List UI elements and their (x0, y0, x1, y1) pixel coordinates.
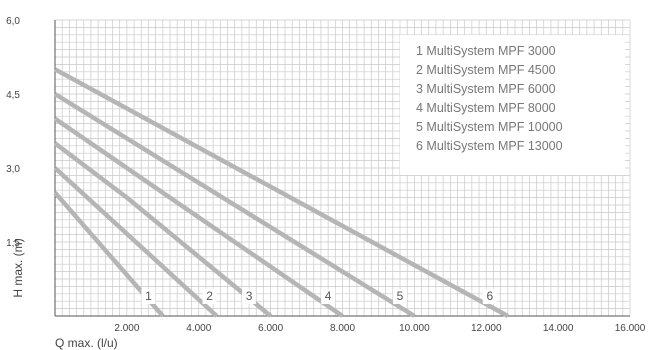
legend-entry: 5 MultiSystem MPF 10000 (416, 120, 563, 134)
legend-entry: 6 MultiSystem MPF 13000 (416, 139, 563, 153)
curves: 1 2 3 4 5 6 (53, 67, 509, 318)
curve-2 (53, 166, 219, 318)
y-tick-label: 4,5 (6, 90, 20, 101)
legend-entry: 2 MultiSystem MPF 4500 (416, 63, 556, 77)
y-tick-label: 1,5 (6, 238, 20, 249)
curve-label-bg-5 (393, 289, 407, 304)
curve-label-4: 4 (325, 289, 332, 303)
legend-entry: 4 MultiSystem MPF 8000 (416, 101, 556, 115)
curve-label-5: 5 (397, 289, 404, 303)
y-tick-label: 3,0 (6, 164, 20, 175)
y-tick-label: 6,0 (6, 16, 20, 27)
legend-entry: 3 MultiSystem MPF 6000 (416, 82, 556, 96)
y-axis-title: H max. (m) (11, 238, 25, 297)
x-tick-label: 6.000 (258, 323, 283, 334)
tick-labels: 2.000 4.000 6.000 8.000 10.000 12.000 14.000 16… (6, 16, 646, 334)
curve-label-2: 2 (206, 289, 213, 303)
x-tick-label: 16.000 (615, 323, 646, 334)
curve-label-bg-4 (321, 289, 336, 304)
legend-entry: 1 MultiSystem MPF 3000 (416, 44, 556, 58)
x-tick-label: 10.000 (399, 323, 430, 334)
legend: 1 MultiSystem MPF 3000 2 MultiSystem MPF … (400, 35, 625, 175)
x-tick-label: 12.000 (471, 323, 502, 334)
curve-label-1: 1 (145, 289, 152, 303)
curve-4 (53, 116, 344, 318)
legend-box (400, 35, 625, 175)
curve-label-bg-6 (482, 289, 497, 304)
x-tick-label: 2.000 (114, 323, 139, 334)
x-tick-label: 4.000 (186, 323, 211, 334)
x-axis-title: Q max. (l/u) (55, 336, 118, 350)
curve-label-3: 3 (246, 289, 253, 303)
x-tick-label: 14.000 (543, 323, 574, 334)
curve-label-bg-1 (141, 289, 156, 304)
curve-label-bg-3 (242, 289, 257, 304)
curve-label-bg-2 (202, 289, 217, 304)
curve-label-6: 6 (487, 289, 494, 303)
curve-6 (53, 67, 509, 318)
curve-5 (53, 92, 416, 318)
x-tick-label: 8.000 (330, 323, 355, 334)
